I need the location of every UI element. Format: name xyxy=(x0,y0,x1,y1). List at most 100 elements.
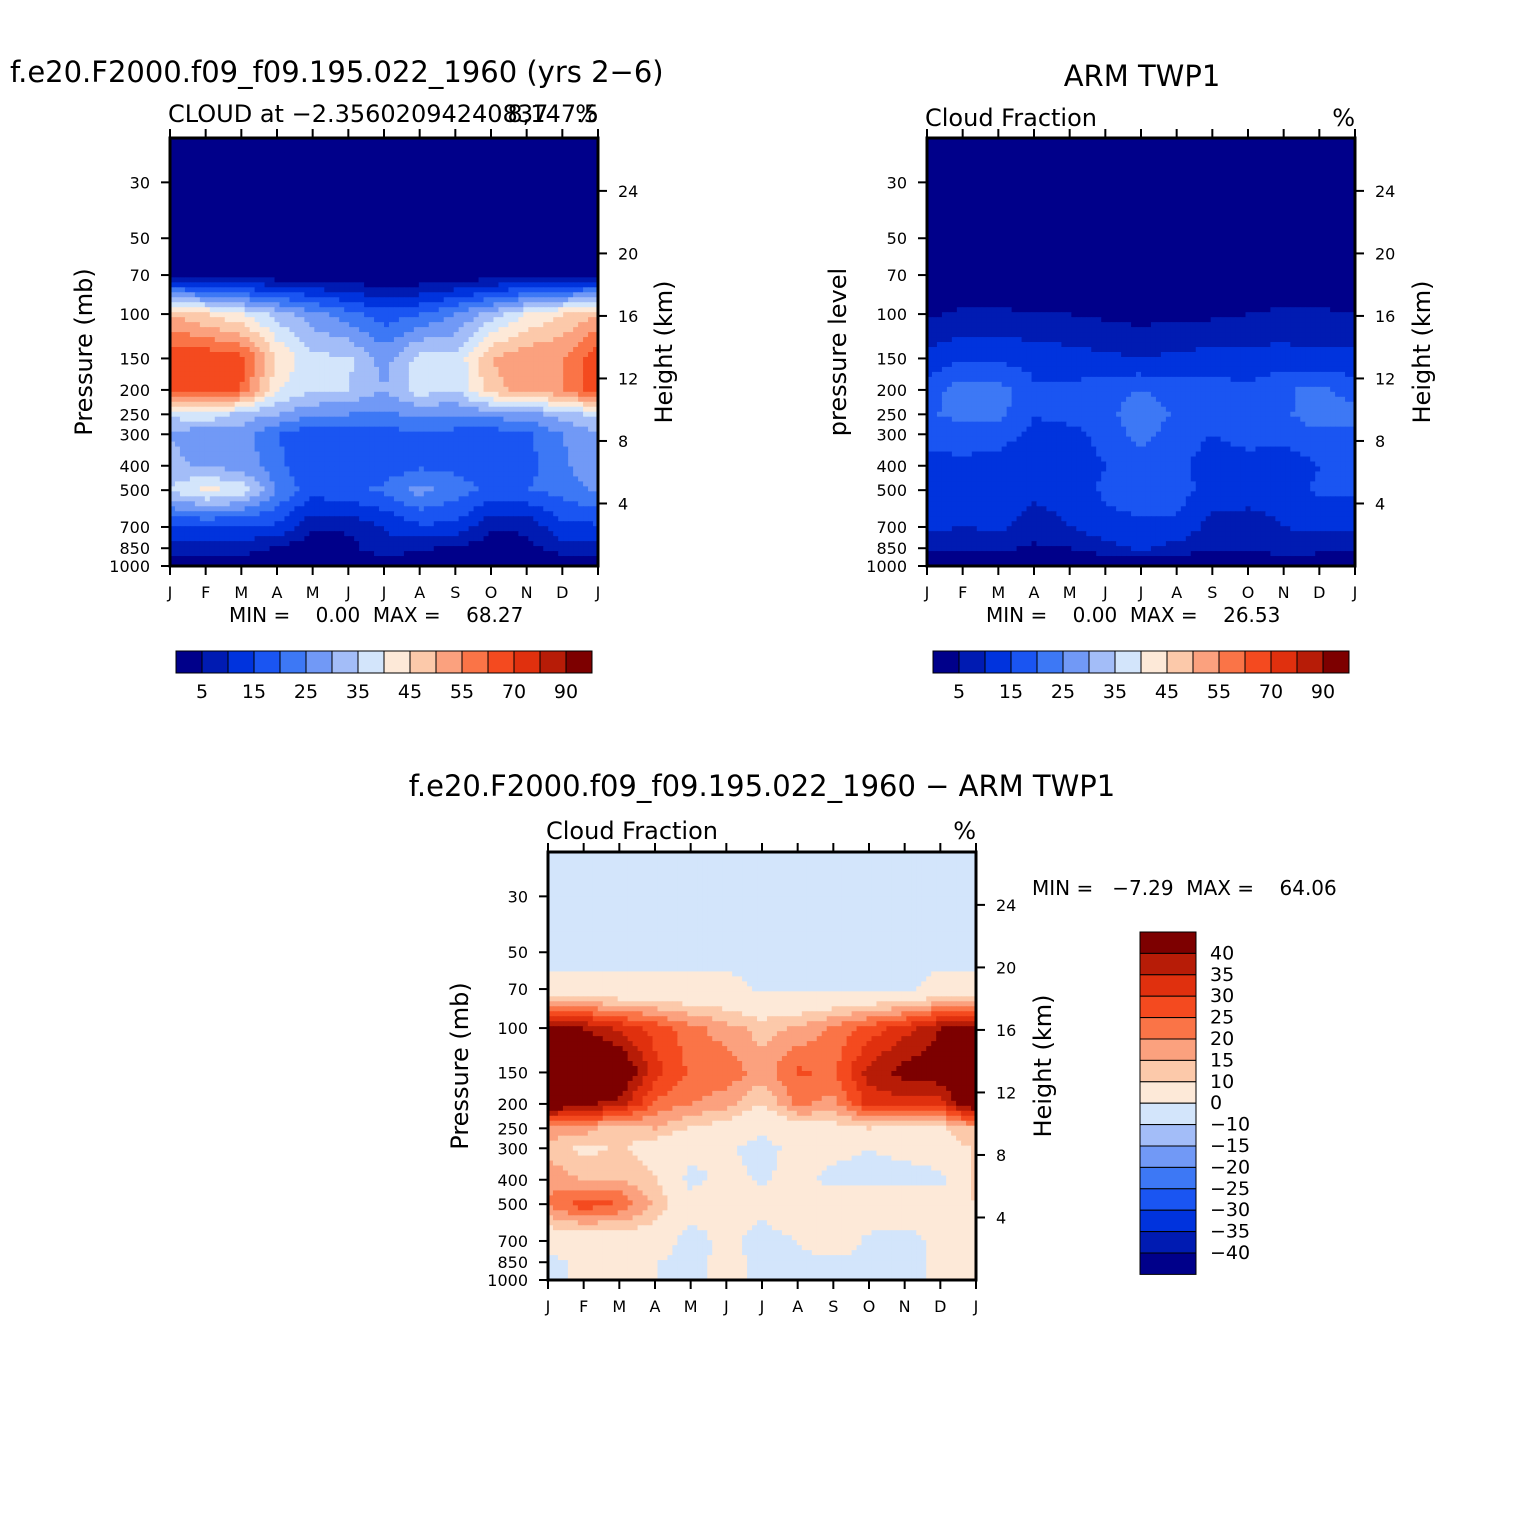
contour-cell xyxy=(384,416,390,423)
contour-cell xyxy=(229,352,236,358)
contour-cell xyxy=(214,187,221,194)
contour-cell xyxy=(443,237,450,244)
contour-cell xyxy=(553,337,559,343)
contour-cell xyxy=(239,182,246,189)
contour-cell xyxy=(488,371,495,378)
contour-cell xyxy=(199,297,206,303)
contour-cell xyxy=(583,287,589,293)
contour-cell xyxy=(528,247,534,254)
contour-cell xyxy=(588,297,594,303)
contour-cell xyxy=(209,366,216,373)
contour-cell xyxy=(349,391,355,398)
contour-cell xyxy=(304,232,310,239)
contour-cell xyxy=(553,232,559,239)
contour-cell xyxy=(279,138,286,144)
contour-cell xyxy=(289,147,296,154)
contour-cell xyxy=(299,192,305,199)
contour-cell xyxy=(249,396,256,403)
contour-cell xyxy=(528,172,534,179)
contour-cell xyxy=(458,272,465,278)
contour-cell xyxy=(329,347,335,353)
contour-cell xyxy=(274,322,281,328)
contour-cell xyxy=(433,381,440,388)
contour-cell xyxy=(463,162,470,169)
contour-cell xyxy=(563,162,569,169)
contour-cell xyxy=(254,277,261,283)
contour-cell xyxy=(498,366,505,373)
contour-cell xyxy=(379,376,385,383)
contour-cell xyxy=(254,386,261,393)
contour-cell xyxy=(563,212,569,219)
contour-cell xyxy=(334,207,340,214)
contour-cell xyxy=(284,352,291,358)
contour-cell xyxy=(319,337,325,343)
contour-cell xyxy=(473,232,480,239)
contour-cell xyxy=(408,212,415,219)
contour-cell xyxy=(334,342,340,348)
contour-cell xyxy=(319,307,325,313)
contour-cell xyxy=(349,327,355,333)
contour-cell xyxy=(593,356,598,363)
contour-cell xyxy=(413,138,420,144)
contour-cell xyxy=(458,192,465,199)
contour-cell xyxy=(239,152,246,159)
contour-cell xyxy=(334,411,340,418)
contour-cell xyxy=(289,212,296,219)
contour-cell xyxy=(523,342,529,348)
contour-cell xyxy=(398,401,405,408)
contour-cell xyxy=(578,167,584,174)
contour-cell xyxy=(214,361,221,368)
contour-cell xyxy=(438,411,445,418)
contour-cell xyxy=(314,352,320,358)
contour-cell xyxy=(528,212,534,219)
contour-cell xyxy=(244,277,251,283)
contour-cell xyxy=(558,222,564,229)
contour-cell xyxy=(214,396,221,403)
contour-cell xyxy=(284,277,291,283)
contour-cell xyxy=(374,177,380,184)
contour-cell xyxy=(443,371,450,378)
contour-cell xyxy=(533,381,539,388)
contour-cell xyxy=(548,202,554,209)
contour-cell xyxy=(453,157,460,164)
contour-cell xyxy=(284,227,291,234)
contour-cell xyxy=(428,282,435,288)
contour-cell xyxy=(379,342,385,348)
contour-cell xyxy=(264,282,271,288)
contour-cell xyxy=(448,147,455,154)
contour-cell xyxy=(334,252,340,259)
contour-cell xyxy=(393,182,400,189)
contour-cell xyxy=(334,267,340,273)
contour-cell xyxy=(458,157,465,164)
contour-cell xyxy=(319,396,325,403)
contour-cell xyxy=(294,416,300,423)
contour-cell xyxy=(518,401,524,408)
contour-cell xyxy=(184,416,191,423)
contour-cell xyxy=(289,162,296,169)
contour-cell xyxy=(259,272,266,278)
contour-cell xyxy=(388,227,395,234)
contour-cell xyxy=(334,242,340,249)
contour-cell xyxy=(453,232,460,239)
contour-cell xyxy=(379,307,385,313)
contour-cell xyxy=(403,411,410,418)
contour-cell xyxy=(274,327,281,333)
contour-cell xyxy=(174,227,181,234)
contour-cell xyxy=(458,177,465,184)
contour-cell xyxy=(398,152,405,159)
contour-cell xyxy=(403,138,410,144)
contour-cell xyxy=(364,411,370,418)
contour-cell xyxy=(418,361,425,368)
contour-cell xyxy=(493,172,500,179)
contour-cell xyxy=(518,302,524,308)
contour-cell xyxy=(398,192,405,199)
contour-cell xyxy=(548,386,554,393)
contour-cell xyxy=(179,396,186,403)
contour-cell xyxy=(219,421,226,428)
contour-cell xyxy=(294,361,300,368)
contour-cell xyxy=(379,138,385,144)
contour-cell xyxy=(448,177,455,184)
contour-cell xyxy=(403,317,410,323)
contour-cell xyxy=(294,227,300,234)
contour-cell xyxy=(493,267,500,273)
